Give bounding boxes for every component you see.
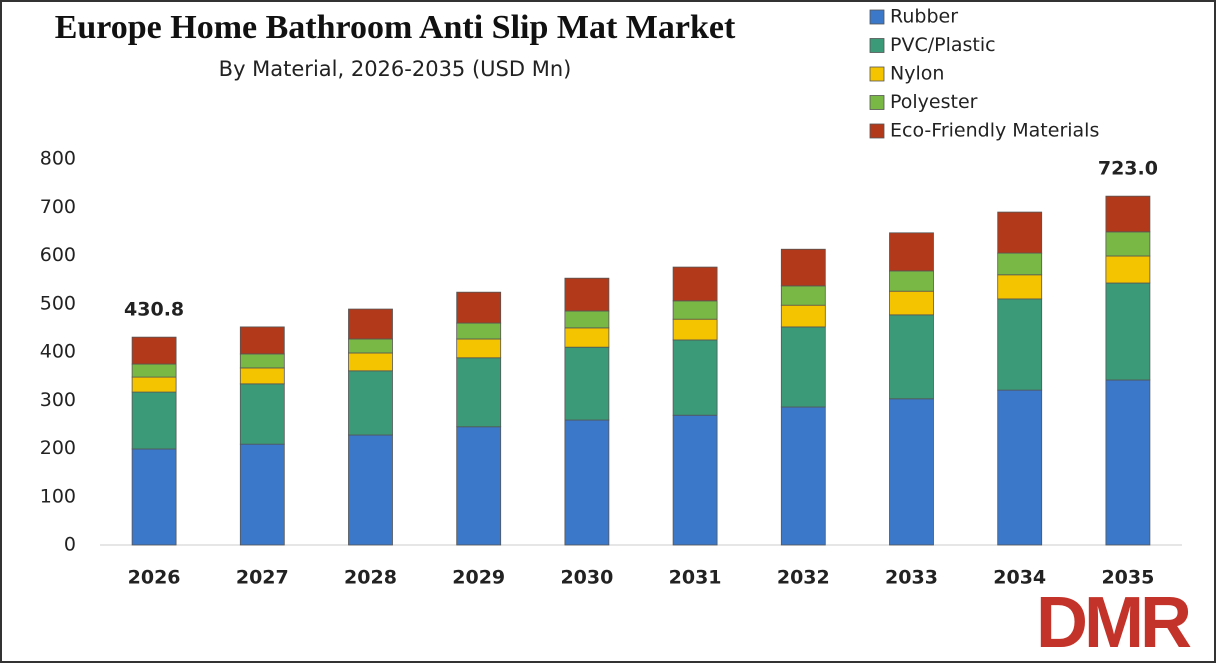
bar-segment [997, 389, 1043, 546]
logo: DMR [1036, 583, 1195, 663]
legend-swatch [869, 38, 885, 53]
bar-segment [889, 314, 934, 400]
bar-segment [564, 419, 610, 546]
x-tick-label: 2029 [452, 567, 505, 589]
y-tick-label: 0 [64, 534, 76, 556]
y-tick-label: 300 [40, 389, 76, 411]
bar-segment [239, 353, 285, 369]
bar-segment [564, 327, 610, 348]
legend-swatch [869, 123, 885, 139]
legend-swatch [869, 9, 885, 25]
bar-segment [780, 304, 826, 328]
bar-segment [672, 300, 718, 320]
legend-label: PVC/Plastic [890, 34, 996, 56]
bar-segment [348, 434, 393, 546]
x-tick-label: 2033 [885, 567, 938, 589]
bar-segment [456, 357, 502, 428]
bar-segment [672, 339, 718, 416]
bar-segment [997, 274, 1043, 300]
x-tick-label: 2028 [344, 567, 397, 589]
x-tick-label: 2034 [993, 567, 1046, 589]
bar-segment [131, 363, 177, 378]
chart-title: Europe Home Bathroom Anti Slip Mat Marke… [55, 9, 736, 46]
bar-segment [564, 346, 610, 421]
bar-segment [131, 376, 177, 393]
y-tick-label: 800 [40, 148, 76, 170]
bar-segment [889, 270, 934, 292]
bar-segment [131, 391, 177, 450]
bar-segment [131, 448, 177, 546]
y-tick-label: 700 [40, 196, 76, 218]
bar-segment [1105, 231, 1151, 257]
bar-segment [672, 318, 718, 341]
bar-segment [997, 211, 1043, 254]
bar-segment [564, 310, 610, 329]
bar-segment [348, 338, 393, 354]
bar-segment [1105, 255, 1151, 284]
bar-segment [456, 338, 502, 359]
bar-segment [348, 352, 393, 372]
bar-segment [239, 367, 285, 385]
chart-subtitle: By Material, 2026-2035 (USD Mn) [219, 57, 572, 81]
bar-segment [348, 308, 393, 340]
bar-segment [239, 443, 285, 546]
bar-segment [456, 426, 502, 546]
legend-swatch [869, 66, 885, 82]
bar-segment [997, 252, 1043, 276]
y-tick-label: 200 [40, 437, 76, 459]
bar-segment [456, 291, 502, 324]
bar-segment [997, 298, 1043, 391]
bar-segment [889, 398, 934, 546]
bar-segment [239, 326, 285, 355]
bar-segment [1105, 282, 1151, 381]
bar-segment [1105, 195, 1151, 233]
bar-segment [889, 290, 934, 316]
y-tick-label: 400 [40, 341, 76, 363]
legend-swatch [869, 95, 885, 110]
x-tick-label: 2027 [236, 567, 289, 589]
bar-segment [564, 277, 610, 312]
bar-segment [672, 414, 718, 546]
bar-segment [780, 248, 826, 287]
bar-segment [348, 370, 393, 436]
y-tick-label: 100 [40, 485, 76, 507]
total-label: 723.0 [1098, 158, 1158, 180]
bar-segment [131, 336, 177, 365]
bar-segment [780, 285, 826, 306]
logo-text: DMR [1036, 583, 1191, 663]
x-tick-label: 2031 [669, 567, 722, 589]
total-label: 430.8 [124, 299, 184, 321]
x-tick-label: 2032 [777, 567, 830, 589]
bar-segment [780, 406, 826, 546]
bar-segment [239, 383, 285, 445]
bar-segment [780, 326, 826, 408]
bar-segment [1105, 379, 1151, 546]
bar-segment [456, 322, 502, 340]
legend-label: Eco-Friendly Materials [890, 120, 1099, 142]
bar-segment [672, 266, 718, 302]
y-tick-label: 600 [40, 244, 76, 266]
x-tick-label: 2026 [128, 567, 181, 589]
y-tick-label: 500 [40, 292, 76, 314]
bar-segment [889, 232, 934, 272]
x-tick-label: 2030 [560, 567, 613, 589]
legend-label: Rubber [890, 6, 958, 28]
legend-label: Nylon [890, 63, 944, 85]
x-tick-label: 2035 [1101, 567, 1154, 589]
legend-label: Polyester [890, 91, 978, 113]
